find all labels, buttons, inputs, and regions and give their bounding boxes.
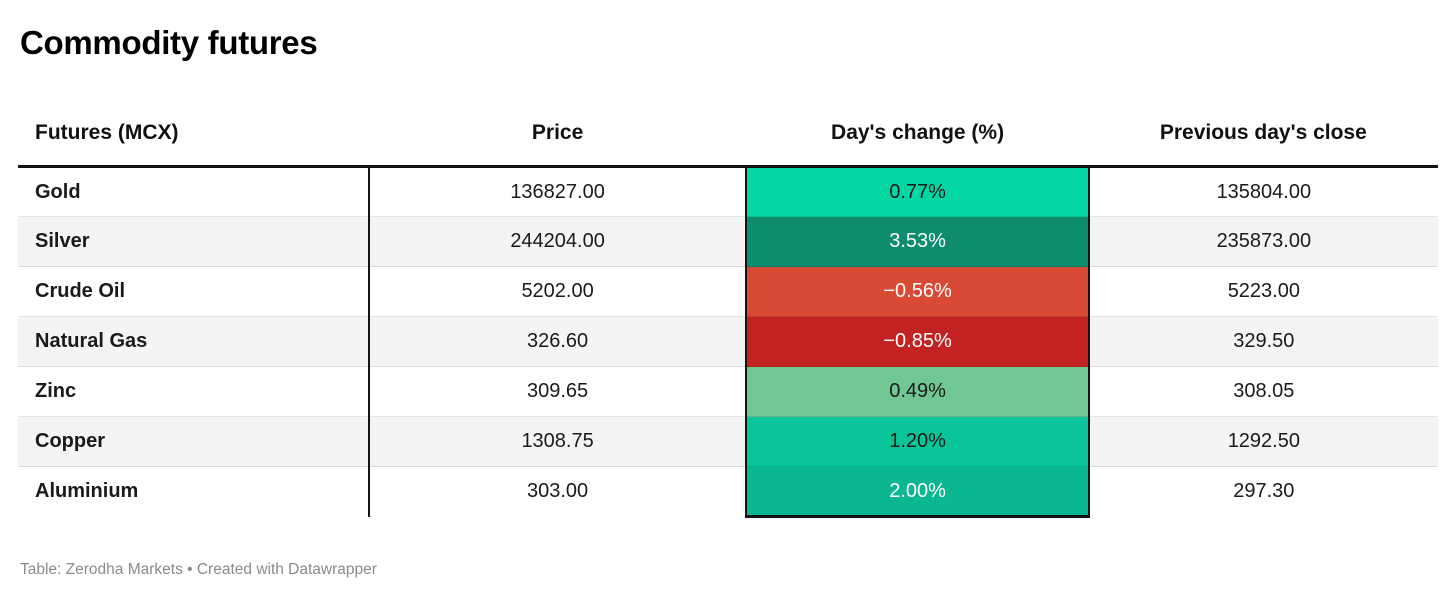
price-cell: 244204.00 — [368, 216, 747, 267]
futures-name-cell: Aluminium — [18, 466, 370, 517]
table-row: Silver 244204.00 3.53% 235873.00 — [18, 216, 1438, 267]
table-header: Futures (MCX) Price Day's change (%) Pre… — [18, 63, 1438, 168]
table-row: Natural Gas 326.60 −0.85% 329.50 — [18, 316, 1438, 367]
column-header-prev-close: Previous day's close — [1088, 63, 1438, 168]
price-cell: 309.65 — [368, 366, 747, 417]
table-footer: Table: Zerodha Markets • Created with Da… — [20, 561, 377, 578]
prev-close-cell: 135804.00 — [1216, 180, 1312, 203]
futures-name-cell: Copper — [18, 416, 370, 467]
days-change-cell: 3.53% — [745, 216, 1090, 267]
futures-name-cell: Gold — [18, 166, 370, 217]
column-header-price: Price — [368, 63, 747, 168]
futures-name-cell: Zinc — [18, 366, 370, 417]
page-title: Commodity futures — [20, 24, 318, 61]
prev-close-cell: 308.05 — [1088, 366, 1438, 417]
days-change-cell: 1.20% — [745, 416, 1090, 467]
prev-close-cell: 235873.00 — [1088, 216, 1438, 267]
prev-close-cell: 297.30 — [1088, 466, 1438, 517]
prev-close-cell: 329.50 — [1088, 316, 1438, 367]
price-cell: 303.00 — [368, 466, 747, 517]
futures-name-cell: Silver — [18, 216, 370, 267]
futures-name-cell: Crude Oil — [18, 266, 370, 317]
days-change-cell: 0.49% — [745, 366, 1090, 417]
table-row: Copper 1308.75 1.20% 1292.50 — [18, 416, 1438, 467]
table-row: Crude Oil 5202.00 −0.56% 5223.00 — [18, 266, 1438, 317]
table-row: Aluminium 303.00 2.00% 297.30 — [18, 466, 1438, 518]
days-change-cell: 2.00% — [745, 466, 1090, 518]
price-cell: 5202.00 — [368, 266, 747, 317]
futures-name-cell: Natural Gas — [18, 316, 370, 367]
header-row: Futures (MCX) Price Day's change (%) Pre… — [18, 63, 1438, 168]
table-row: Gold 136827.00 0.77% 135804.00 — [18, 166, 1438, 217]
prev-close-cell: 5223.00 — [1088, 266, 1438, 317]
days-change-cell: −0.85% — [745, 316, 1090, 367]
prev-close-cell: 1292.50 — [1088, 416, 1438, 467]
table-body: Gold 136827.00 0.77% 135804.00 Silver 244204.… — [18, 166, 1438, 518]
price-cell: 136827.00 — [510, 180, 605, 203]
days-change-cell: −0.56% — [745, 266, 1090, 317]
column-header-futures: Futures (MCX) — [18, 63, 369, 168]
price-cell: 1308.75 — [368, 416, 747, 467]
days-change-cell: 0.77% — [745, 166, 1090, 217]
table-row: Zinc 309.65 0.49% 308.05 — [18, 366, 1438, 417]
price-cell: 326.60 — [368, 316, 747, 367]
commodity-futures-table: Futures (MCX) Price Day's change (%) Pre… — [18, 63, 1438, 518]
column-header-days-change: Day's change (%) — [746, 63, 1089, 168]
